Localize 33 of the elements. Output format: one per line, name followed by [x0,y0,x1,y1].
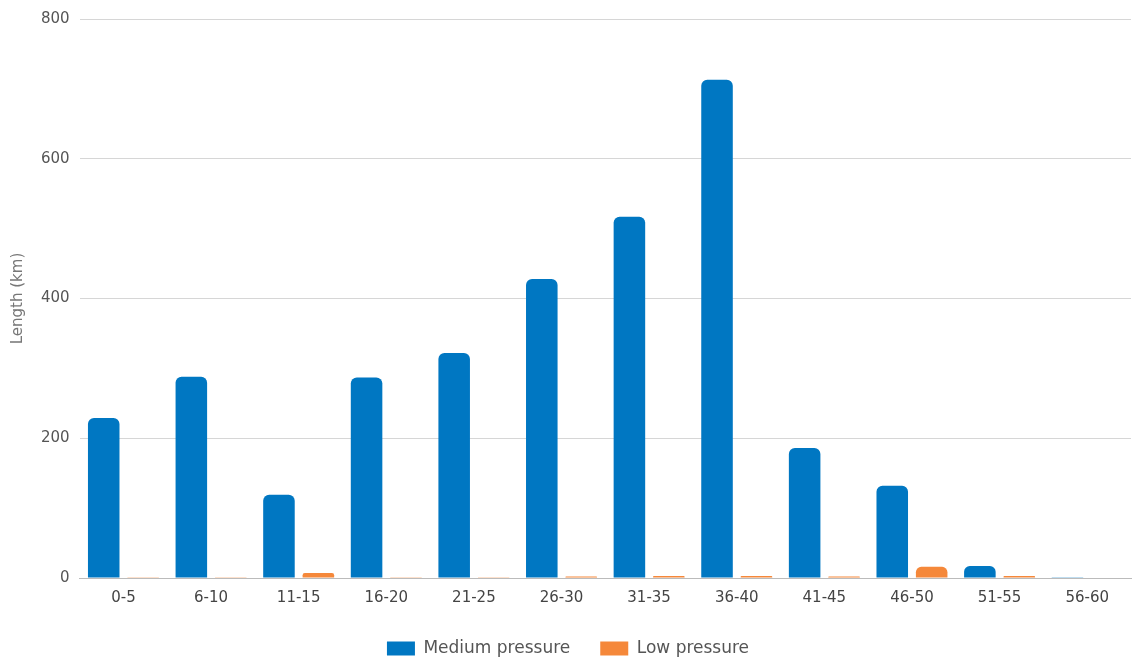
y-tick-label: 600 [40,148,70,167]
x-tick-label: 36-40 [714,587,759,606]
x-tick-label: 6-10 [194,587,229,606]
bar [350,377,383,578]
x-tick-label: 41-45 [802,587,847,606]
x-tick-label: 11-15 [276,587,321,606]
x-tick-label: 56-60 [1065,587,1109,606]
y-axis-title: Length (km) [7,252,26,345]
bar [915,566,948,578]
x-tick-label: 51-55 [977,587,1022,606]
bar [438,353,470,578]
bar [175,376,208,578]
bar [302,573,335,578]
bar [701,79,733,578]
y-tick-label: 800 [40,8,70,27]
bar [613,216,646,578]
x-tick-label: 16-20 [364,587,409,606]
y-tick-label: 400 [40,288,70,307]
legend-label: Medium pressure [423,636,571,657]
bar [526,278,558,578]
y-tick-label: 0 [60,567,70,586]
x-tick-label: 0-5 [111,587,136,606]
bar [788,448,821,578]
y-tick-label: 200 [40,428,70,447]
x-tick-label: 31-35 [627,587,671,606]
legend-label: Low pressure [636,636,750,657]
bar [964,566,996,578]
x-tick-label: 26-30 [539,587,584,606]
bar [876,485,909,578]
bar [263,494,295,578]
x-tick-label: 21-25 [452,587,496,606]
bar [87,417,120,578]
x-tick-label: 46-50 [890,587,934,606]
